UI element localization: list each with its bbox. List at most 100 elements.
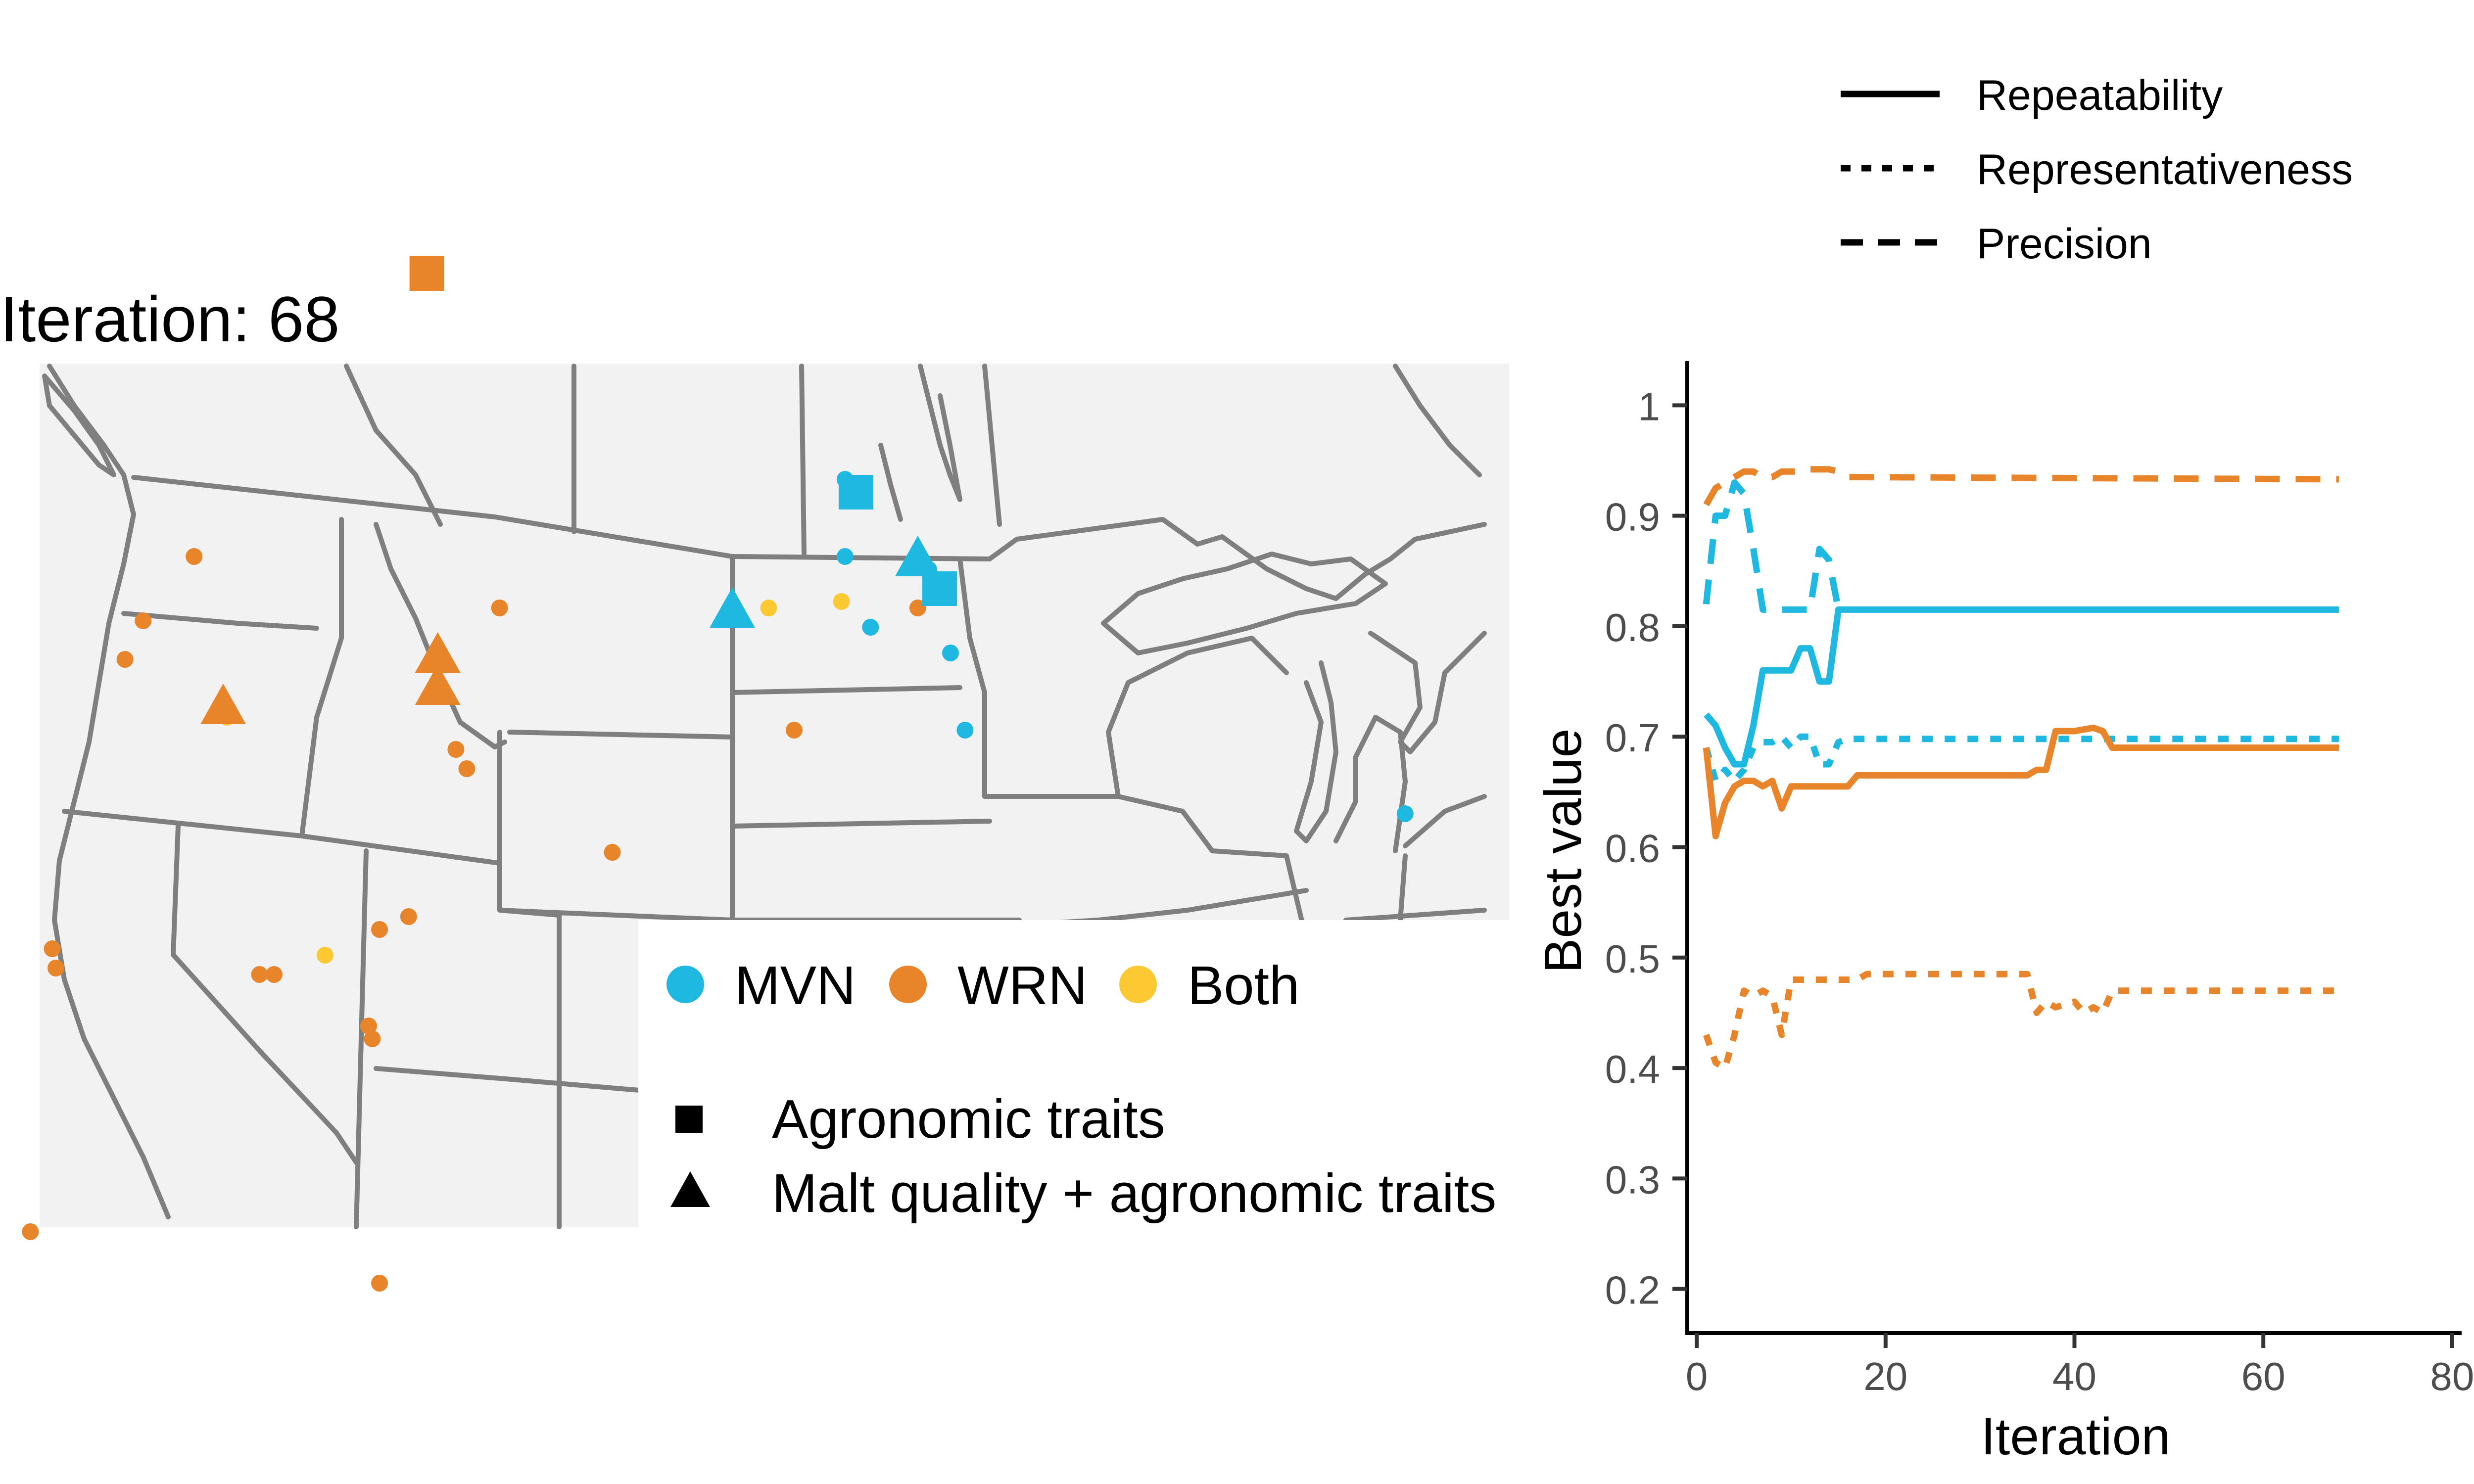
legend-key-triangle [670, 1171, 710, 1207]
legend-key-mvn [666, 966, 704, 1003]
lake-huron [1368, 631, 1487, 754]
site-wrn-circle [364, 1030, 381, 1047]
us-canada-border [131, 475, 1487, 601]
site-wrn-circle [265, 966, 283, 983]
y-tick-label: 0.6 [1605, 827, 1660, 871]
legend-label-both: Both [1188, 955, 1299, 1016]
x-tick-label: 40 [2052, 1354, 2096, 1398]
y-axis-ticks: 0.2 0.3 0.4 0.5 0.6 0.7 0.8 0.9 1 [1605, 384, 1687, 1312]
shape-legend: Agronomic traits Malt quality + agronomi… [670, 1089, 1496, 1224]
series-mvn-precision [1703, 479, 1842, 613]
site-wrn-circle [491, 600, 508, 616]
site-mvn-square [838, 475, 873, 510]
site-wrn-triangle [415, 632, 461, 673]
site-wrn-circle [251, 966, 268, 983]
y-tick-label: 0.7 [1605, 716, 1660, 760]
site-wrn-circle [371, 921, 388, 938]
y-tick-label: 0.2 [1605, 1268, 1660, 1312]
sask-manitoba-border [799, 364, 807, 556]
y-tick-label: 0.9 [1605, 495, 1660, 539]
site-wrn-circle [360, 1018, 377, 1034]
site-mvn-triangle [895, 536, 941, 576]
y-axis-title: Best value [1534, 729, 1592, 974]
site-wrn-triangle [415, 664, 461, 705]
sd-nebraska-border [730, 819, 992, 829]
site-wrn-circle [604, 844, 621, 861]
site-mvn-circle [862, 619, 879, 636]
map-sites [22, 256, 1414, 1292]
x-axis-ticks: 0 20 40 60 80 [1686, 1333, 2474, 1398]
site-both-circle [760, 600, 777, 616]
oregon-california-border [62, 809, 502, 866]
x-axis-title: Iteration [1981, 1407, 2170, 1466]
legend-label-mvn: MVN [735, 955, 856, 1016]
series-mvn-repeatability [1704, 606, 2339, 768]
legend-label-repeatability: Repeatability [1977, 72, 2223, 119]
nevada-california-border [171, 824, 359, 1165]
site-wrn-circle [44, 940, 61, 957]
site-mvn-circle [942, 645, 959, 661]
site-mvn-circle [1396, 805, 1414, 822]
lake-superior [1101, 552, 1388, 655]
site-wrn-circle [47, 960, 64, 976]
minnesota-west-border [957, 556, 987, 799]
indiana-border [1398, 853, 1408, 923]
site-both-circle [833, 593, 850, 610]
x-tick-label: 0 [1686, 1354, 1708, 1398]
site-wrn-triangle [200, 684, 246, 724]
site-wrn-square [409, 256, 444, 291]
site-wrn-circle [909, 600, 926, 616]
lake-erie [1403, 794, 1487, 848]
site-both-circle [316, 947, 333, 964]
ontario-quebec-border [1393, 364, 1482, 477]
site-wrn-circle [135, 612, 152, 629]
y-tick-label: 0.5 [1605, 937, 1660, 981]
map-title: Iteration: 68 [0, 283, 340, 355]
legend-label-agronomic: Agronomic traits [772, 1089, 1165, 1150]
ohio-border [1343, 908, 1487, 923]
site-wrn-circle [22, 1223, 39, 1240]
series-wrn-representativeness [1703, 971, 2339, 1071]
washington-oregon-border [121, 611, 319, 631]
site-wrn-circle [371, 1275, 388, 1292]
wyoming-border [497, 730, 735, 923]
population-legend: MVN WRN Both [666, 955, 1299, 1016]
legend-key-both [1119, 966, 1157, 1003]
dakotas-border [730, 685, 962, 695]
series-wrn-repeatability [1703, 724, 2339, 839]
line-chart-panel: Repeatability Representativeness Precisi… [1534, 72, 2474, 1466]
lake-manitoba [878, 443, 903, 522]
site-wrn-circle [400, 908, 417, 925]
y-tick-label: 1 [1638, 384, 1661, 428]
site-wrn-circle [785, 722, 803, 739]
manitoba-ontario-border [982, 364, 1002, 527]
legend-key-wrn [889, 966, 927, 1003]
idaho-west-border [299, 517, 344, 838]
bc-alberta-border [344, 364, 443, 527]
site-mvn-circle [956, 722, 974, 739]
x-tick-label: 80 [2430, 1354, 2474, 1398]
site-mvn-square [922, 571, 957, 606]
linetype-legend: Repeatability Representativeness Precisi… [1841, 72, 2353, 268]
site-wrn-circle [186, 548, 203, 565]
map-legend-background [638, 920, 1509, 1237]
x-tick-label: 20 [1863, 1354, 1907, 1398]
legend-key-square [675, 1106, 703, 1133]
lake-winnipeg [918, 364, 962, 502]
legend-label-wrn: WRN [957, 955, 1088, 1016]
series-lines [1703, 466, 2339, 1071]
map-panel: Iteration: 68 [0, 256, 1509, 1292]
y-tick-label: 0.4 [1605, 1047, 1660, 1091]
michigan-peninsula [1333, 715, 1408, 853]
x-tick-label: 60 [2241, 1354, 2285, 1398]
vancouver-island [42, 373, 116, 477]
legend-label-representativeness: Representativeness [1977, 146, 2353, 193]
series-wrn-precision [1703, 466, 2339, 507]
y-tick-label: 0.8 [1605, 605, 1660, 649]
y-tick-label: 0.3 [1605, 1158, 1660, 1202]
legend-label-malt-quality: Malt quality + agronomic traits [772, 1163, 1496, 1224]
legend-label-precision: Precision [1977, 220, 2152, 268]
co-ne-border [374, 1066, 502, 1081]
site-mvn-triangle [710, 587, 755, 628]
